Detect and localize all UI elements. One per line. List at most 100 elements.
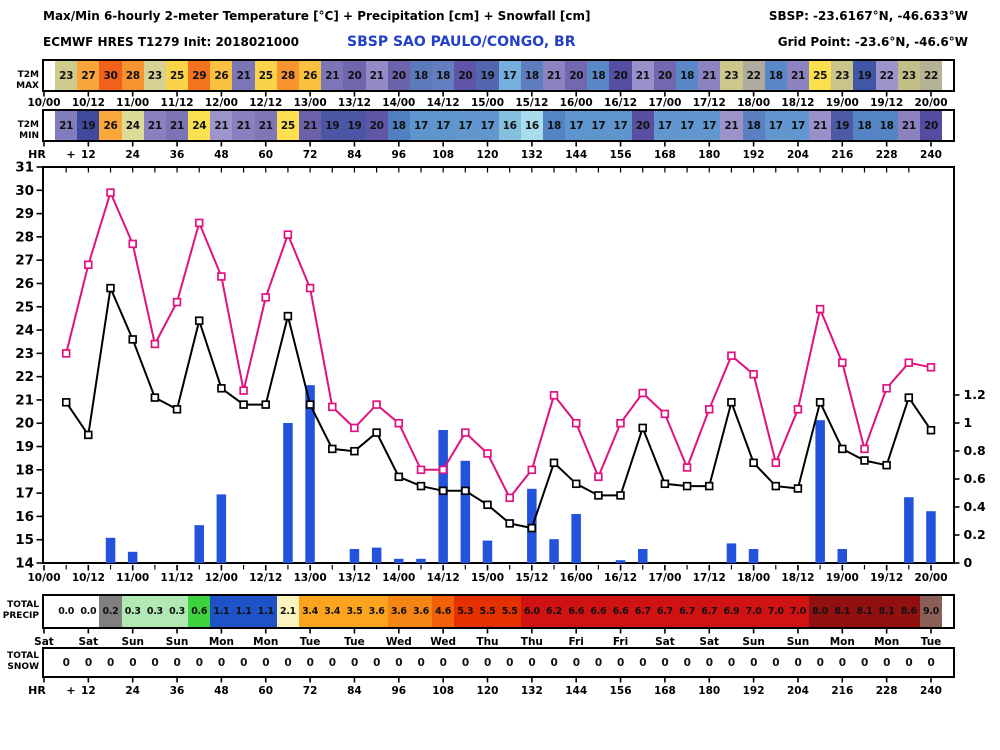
svg-text:19/00: 19/00 — [826, 97, 859, 109]
svg-text:14/12: 14/12 — [427, 97, 460, 109]
strip-t2m-min-cell: 18 — [742, 111, 765, 140]
strip-precip-cell: 0.2 — [99, 596, 122, 627]
svg-text:228: 228 — [876, 685, 898, 697]
svg-text:+: + — [66, 148, 75, 161]
strip-t2m-min-cell: 20 — [365, 111, 388, 140]
svg-text:0.2: 0.2 — [964, 527, 986, 542]
total-precip-label: TOTAL PRECIP — [0, 600, 39, 622]
hr-row-bottom: HR +12 24 36 48 60 72 84 96 108 120 132 144 156 168 180… — [28, 678, 942, 697]
svg-text:11/12: 11/12 — [161, 97, 194, 109]
strip-t2m-min-cell: 17 — [476, 111, 499, 140]
strip-precip-cell: 6.6 — [587, 596, 610, 627]
strip-t2m-min-cell: 17 — [587, 111, 610, 140]
svg-text:168: 168 — [654, 685, 676, 697]
strip-t2m-max-cell: 28 — [276, 61, 299, 90]
svg-text:19/12: 19/12 — [870, 572, 903, 584]
svg-text:120: 120 — [477, 149, 499, 161]
strip-precip-cell: 6.7 — [675, 596, 699, 627]
strip-precip-cell: 0.0 — [77, 596, 100, 627]
strip-t2m-max-cell: 20 — [653, 61, 676, 90]
total-precip-strip: 0.0 0.0 0.2 0.3 0.3 0.3 0.6 1.1 1.1 1.1 2.1 3.4 3.4 3… — [42, 594, 955, 629]
strip-snow-cell: 0 — [461, 656, 469, 669]
strip-t2m-min-cell: 21 — [232, 111, 255, 140]
strip-snow-cell: 0 — [217, 656, 225, 669]
strip-t2m-max-cell: 21 — [786, 61, 810, 90]
strip-t2m-max-cell: 21 — [631, 61, 654, 90]
svg-text:15/00: 15/00 — [471, 97, 504, 109]
svg-text:10/00: 10/00 — [27, 97, 60, 109]
strip-precip-cell: 1.1 — [232, 596, 255, 627]
strip-snow-cell: 0 — [417, 656, 425, 669]
strip-t2m-min-cell: 17 — [565, 111, 588, 140]
strip-t2m-max-cell: 20 — [343, 61, 366, 90]
strip-t2m-max-cell: 18 — [587, 61, 610, 90]
strip-t2m-min-cell: 21 — [55, 111, 78, 140]
strip-precip-cell: 5.5 — [476, 596, 499, 627]
strip-t2m-min-cell: 17 — [786, 111, 810, 140]
strip-snow-cell: 0 — [594, 656, 602, 669]
strip-snow-cell: 0 — [350, 656, 358, 669]
strip-precip-cell: 6.7 — [653, 596, 676, 627]
strip-snow-cell: 0 — [483, 656, 491, 669]
precip-bars — [105, 385, 936, 563]
svg-text:180: 180 — [698, 149, 720, 161]
strip-snow-cell: 0 — [195, 656, 203, 669]
strip-t2m-max-cell: 21 — [232, 61, 255, 90]
strip-precip-cell: 3.4 — [299, 596, 322, 627]
strip-snow-cell: 0 — [617, 656, 625, 669]
strip-t2m-min-cell: 18 — [853, 111, 876, 140]
station-name: SBSP SAO PAULO/CONGO, BR — [347, 34, 576, 50]
strip-t2m-min-cell: 19 — [343, 111, 366, 140]
strip-t2m-max-cell: 22 — [875, 61, 898, 90]
strip-t2m-min-cell: 21 — [210, 111, 233, 140]
svg-text:HR: HR — [28, 684, 46, 697]
strip-precip-cell: 6.9 — [720, 596, 743, 627]
svg-text:1.2: 1.2 — [964, 387, 986, 402]
svg-text:18: 18 — [15, 462, 34, 478]
svg-text:132: 132 — [521, 149, 543, 161]
strip-t2m-min-cell: 17 — [609, 111, 632, 140]
strip-t2m-min-cell: 20 — [631, 111, 654, 140]
strip-snow-cell: 0 — [506, 656, 514, 669]
svg-text:17/12: 17/12 — [693, 572, 726, 584]
strip-t2m-min-cell: 24 — [121, 111, 144, 140]
svg-text:156: 156 — [610, 149, 632, 161]
svg-text:11/12: 11/12 — [161, 572, 194, 584]
strip-t2m-max-cell: 22 — [742, 61, 765, 90]
strip-snow-cell: 0 — [262, 656, 270, 669]
svg-text:192: 192 — [743, 685, 765, 697]
svg-text:17/00: 17/00 — [648, 97, 681, 109]
strip-precip-cell: 2.1 — [276, 596, 299, 627]
svg-text:23: 23 — [15, 346, 34, 362]
svg-text:36: 36 — [170, 685, 185, 697]
model-init-label: ECMWF HRES T1279 Init: 2018021000 — [43, 35, 299, 49]
svg-text:17: 17 — [15, 486, 34, 502]
svg-text:12: 12 — [81, 149, 96, 161]
svg-text:+: + — [66, 684, 75, 697]
svg-text:0.4: 0.4 — [964, 499, 986, 514]
strip-snow-cell: 0 — [284, 656, 292, 669]
svg-text:10/00: 10/00 — [27, 572, 60, 584]
strip-t2m-max-cell: 22 — [919, 61, 943, 90]
strip-t2m-min-cell: 17 — [432, 111, 455, 140]
strip-snow-cell: 0 — [572, 656, 580, 669]
svg-text:108: 108 — [432, 685, 454, 697]
svg-text:15/12: 15/12 — [515, 572, 548, 584]
strip-t2m-max-cell: 19 — [853, 61, 876, 90]
total-snow-strip: 0 0 0 0 0 0 0 0 0 0 0 0 0 0 0 0 0 0 0 0 0 0 0 0 0 0 0 0 0 0 0 0 0 0 0 0 0 0 0 0 — [42, 647, 955, 678]
svg-text:14/00: 14/00 — [382, 572, 415, 584]
svg-text:10/12: 10/12 — [72, 97, 105, 109]
strip-precip-cell: 1.1 — [210, 596, 233, 627]
strip-t2m-max-cell: 23 — [143, 61, 166, 90]
chart-title: Max/Min 6-hourly 2-meter Temperature [°C… — [43, 9, 591, 23]
strip-t2m-min-cell: 26 — [99, 111, 122, 140]
strip-t2m-min-cell: 17 — [675, 111, 699, 140]
strip-snow-cell: 0 — [816, 656, 824, 669]
strip-precip-cell: 3.6 — [387, 596, 410, 627]
total-precip-label-line1: TOTAL — [7, 600, 39, 610]
strip-snow-cell: 0 — [84, 656, 92, 669]
svg-text:15/00: 15/00 — [471, 572, 504, 584]
strip-precip-cell: 5.3 — [454, 596, 477, 627]
strip-snow-cell: 0 — [639, 656, 647, 669]
strip-precip-cell: 0.3 — [165, 596, 189, 627]
